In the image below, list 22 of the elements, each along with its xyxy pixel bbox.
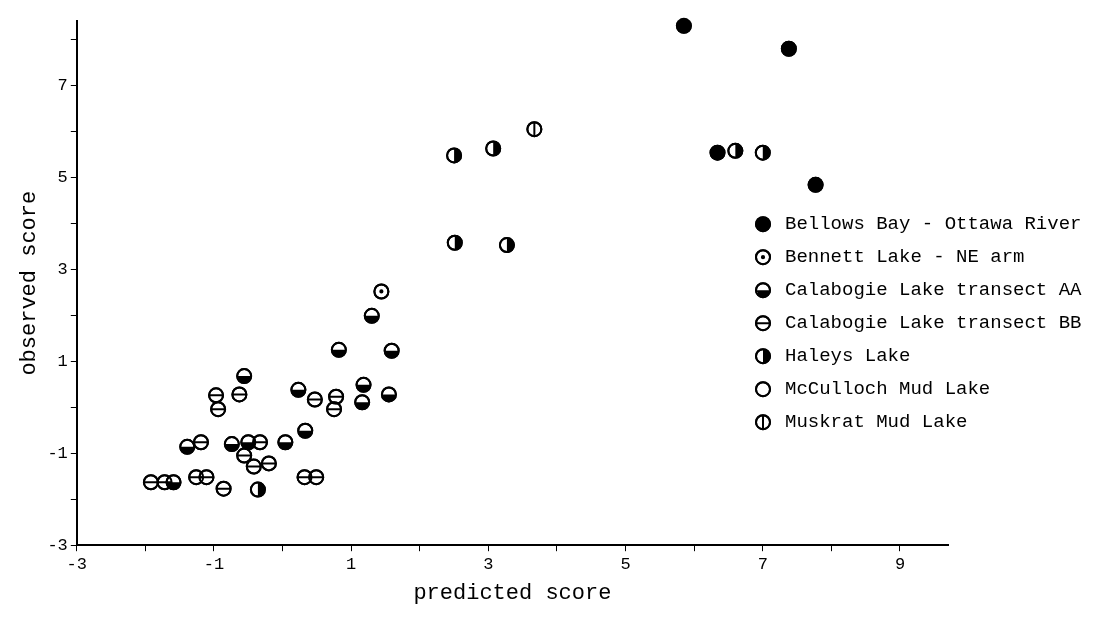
legend-label: Bellows Bay - Ottawa River bbox=[785, 213, 1082, 236]
x-tick-label: -1 bbox=[203, 554, 225, 574]
legend-label: Haleys Lake bbox=[785, 345, 911, 368]
x-tick-label: 1 bbox=[346, 554, 357, 574]
legend-label: Calabogie Lake transect AA bbox=[785, 279, 1083, 302]
x-tick-label: 5 bbox=[620, 554, 631, 574]
x-axis-title: predicted score bbox=[413, 580, 612, 606]
y-tick-label: -1 bbox=[47, 443, 68, 463]
y-axis-title: observed score bbox=[17, 190, 43, 376]
y-tick-label: -3 bbox=[47, 535, 68, 555]
point bbox=[675, 17, 692, 34]
y-tick-label: 7 bbox=[57, 76, 68, 96]
legend-label: McCulloch Mud Lake bbox=[785, 378, 991, 401]
y-tick-label: 1 bbox=[57, 351, 68, 371]
x-tick-label: 9 bbox=[894, 554, 906, 574]
legend-label: Calabogie Lake transect BB bbox=[785, 312, 1082, 335]
x-tick-label: 3 bbox=[483, 554, 494, 574]
y-tick-label: 5 bbox=[57, 167, 68, 187]
legend-label: Bennett Lake - NE arm bbox=[785, 246, 1025, 269]
y-tick-label: 3 bbox=[57, 259, 68, 279]
x-tick-label: 7 bbox=[757, 554, 768, 574]
legend-label: Muskrat Mud Lake bbox=[785, 411, 968, 434]
